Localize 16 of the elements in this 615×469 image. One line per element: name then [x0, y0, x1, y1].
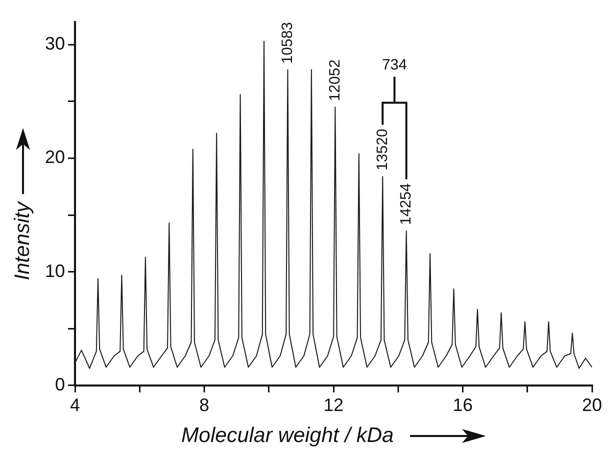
annotation: 734	[382, 56, 407, 74]
annotation: 13520	[374, 128, 391, 170]
x-axis-title: Molecular weight / kDa	[181, 424, 394, 448]
y-axis-title: Intensity	[11, 202, 35, 280]
annotation: 14254	[397, 183, 414, 225]
y-tick-label: 20	[44, 147, 66, 168]
y-tick-label: 30	[44, 34, 66, 54]
x-tick-label: 20	[582, 395, 602, 416]
x-tick-label: 8	[199, 395, 210, 416]
x-tick-label: 16	[452, 395, 473, 416]
x-tick-label: 12	[323, 395, 344, 416]
x-tick-label: 4	[70, 395, 80, 416]
annotation: 10583	[278, 22, 296, 64]
y-tick-label: 10	[44, 260, 66, 281]
y-tick-label: 0	[55, 374, 66, 394]
annotation: 12052	[326, 59, 344, 102]
